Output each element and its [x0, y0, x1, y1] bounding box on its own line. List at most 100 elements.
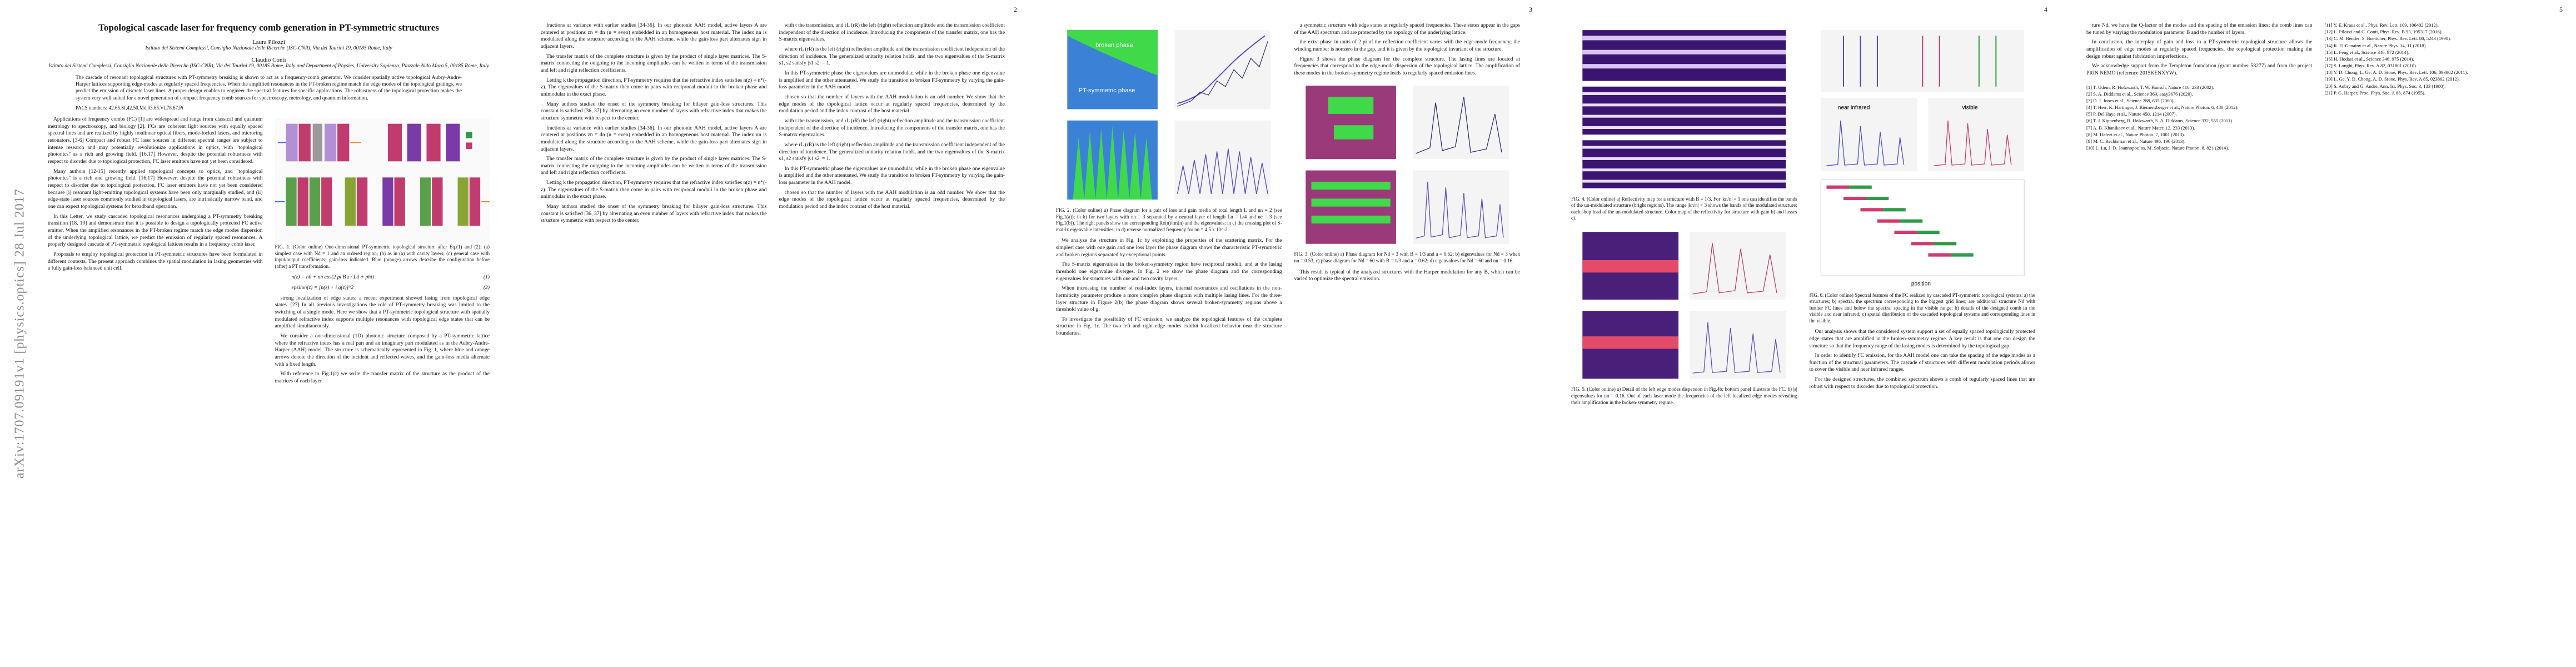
- paper-title: Topological cascade laser for frequency …: [98, 22, 439, 33]
- reference: [16] H. Hodaei et al., Science 346, 975 …: [2324, 56, 2414, 62]
- paragraph: The transfer matrix of the complete stru…: [541, 53, 767, 73]
- paragraph: We consider a one-dimensional (1D) photo…: [275, 333, 490, 367]
- figure-5-caption: FIG. 5. (Color online) a) Detail of the …: [1571, 386, 1797, 405]
- paragraph: Many authors [12-15] recently applied to…: [48, 168, 263, 210]
- paragraph: where rL (rR) is the left (right) reflec…: [779, 141, 1005, 162]
- reference: [2] S. A. Diddams et al., Science 369, e…: [2086, 91, 2193, 97]
- figure-5: [1571, 226, 1797, 385]
- fig6-near-infrared-label: near infrared: [1837, 104, 1870, 111]
- fig6-visible-label: visible: [1962, 104, 1978, 111]
- paragraph: Figure 3 shows the phase diagram for the…: [1294, 56, 1521, 76]
- reference: [6] T. J. Kippenberg, R. Holzwarth, S. A…: [2086, 118, 2234, 124]
- reference: [12] L. Pilozzi and C. Conti, Phys. Rev.…: [2324, 29, 2443, 35]
- arxiv-stamp: arXiv:1707.09191v1 [physics.optics] 28 J…: [12, 188, 27, 479]
- paragraph: In this PT-symmetric phase the eigenvalu…: [779, 165, 1005, 186]
- reference: [15] L. Feng et al., Science 346, 972 (2…: [2324, 49, 2410, 55]
- reference: [17] S. Longhi, Phys. Rev. A 82, 031801 …: [2324, 63, 2418, 69]
- abstract: The cascade of resonant topological stru…: [76, 74, 462, 101]
- figure-4-graphic: [1571, 24, 1797, 194]
- page-3: 3 PT-symmetric phase broken phase: [1030, 0, 1546, 667]
- fig6-panel-c: position: [1820, 179, 2025, 287]
- figure-2-caption: FIG. 2. (Color online) a) Phase diagram …: [1056, 207, 1282, 232]
- column-right: FIG. 1. (Color online) One-dimensional P…: [275, 116, 490, 387]
- column-right: [11] Y. E. Kraus et al., Phys. Rev. Lett…: [2325, 22, 2551, 152]
- fig5-panel-c: [1690, 311, 1786, 379]
- paragraph: fractions at variance with earlier studi…: [541, 125, 767, 152]
- reference: [14] R. El-Ganainy et al., Nature Phys. …: [2324, 42, 2427, 48]
- paragraph: We analyze the structure in Fig. 1c by e…: [1056, 237, 1282, 258]
- column-left: Applications of frequency combs (FC) [1]…: [48, 116, 263, 387]
- fig6-panel-b: near infrared visible: [1820, 98, 2024, 172]
- fig4-panel-a: [1582, 30, 1786, 81]
- equation-1: n(z) = n0 + nn cos(2 pi B z / Ld + phi)(…: [291, 274, 490, 281]
- figure-2: PT-symmetric phase broken phase: [1056, 24, 1282, 206]
- figure-5-graphic: [1571, 226, 1797, 385]
- paragraph: Our analysis shows that the considered s…: [1809, 328, 2036, 349]
- paragraph: Applications of frequency combs (FC) [1]…: [48, 116, 263, 165]
- paragraph: In this PT-symmetric phase the eigenvalu…: [779, 69, 1005, 91]
- paragraph: fractions at variance with earlier studi…: [541, 22, 767, 49]
- fig3-panel-b: [1412, 85, 1509, 159]
- fig2-panel-a-phase-diagram: PT-symmetric phase broken phase: [1067, 30, 1158, 109]
- figure-6-graphic: near infrared visible: [1809, 24, 2035, 290]
- paragraph: In this Letter, we study cascaded topolo…: [48, 213, 263, 248]
- figure-3-graphic: [1294, 79, 1520, 250]
- reference: [5] P. Del'Haye et al., Nature 450, 1214…: [2086, 111, 2177, 117]
- references-left: [1] T. Udem, R. Holzwarth, T. W. Hansch,…: [2086, 84, 2313, 152]
- fig2-panel-d-eigenvalues: [1174, 120, 1271, 200]
- page-number: 2: [1014, 6, 1017, 13]
- paragraph: We acknowledge support from the Templeto…: [2086, 63, 2313, 76]
- figure-1-caption: FIG. 1. (Color online) One-dimensional P…: [275, 244, 490, 269]
- column-right: a symmetric structure with edge states a…: [1294, 22, 1521, 340]
- reference: [18] Y. D. Chong, L. Ge, A. D. Stone, Ph…: [2324, 69, 2468, 76]
- reference: [9] M. C. Rechtsman et al., Nature 496, …: [2086, 138, 2186, 144]
- paragraph: Letting k the propagation direction, PT-…: [541, 180, 767, 200]
- paragraph: strong localization of edge states; a re…: [275, 295, 490, 330]
- paragraph: When increasing the number of real-index…: [1056, 285, 1282, 313]
- figure-3: [1294, 79, 1520, 250]
- paragraph: ture Nd, we have the Q-factor of the mod…: [2086, 22, 2313, 36]
- paragraph: the extra phase in units of 2 pi of the …: [1294, 39, 1521, 52]
- paragraph: with t the transmission, and rL (rR) the…: [779, 117, 1005, 138]
- paragraph: To investigate the possibility of FC emi…: [1056, 316, 1282, 337]
- pacs-numbers: PACS numbers: 42.65.Sf,42.50.Md,03.65.Vf…: [76, 105, 183, 111]
- paragraph: The S-matrix eigenvalues in the broken-s…: [1056, 261, 1282, 282]
- fig2-panel-b-eigenvalues: [1174, 30, 1271, 109]
- column-left: ture Nd, we have the Q-factor of the mod…: [2086, 22, 2313, 152]
- column-right: with t the transmission, and rL (rR) the…: [779, 22, 1005, 227]
- column-right: near infrared visible: [1809, 22, 2036, 410]
- paragraph: With reference to Fig.1(c) we write the …: [275, 371, 490, 384]
- fig2-panel-c-phase-diagram: [1067, 120, 1158, 200]
- paragraph: a symmetric structure with edge states a…: [1294, 22, 1521, 36]
- fig5-panel-a-bottom: [1690, 232, 1786, 300]
- figure-1: [275, 118, 490, 242]
- paragraph: For the designed structures, the combine…: [1809, 376, 2036, 390]
- paragraph: Letting k the propagation direction, PT-…: [541, 77, 767, 97]
- reference: [1] T. Udem, R. Holzwarth, T. W. Hansch,…: [2086, 84, 2214, 90]
- reference: [7] A. B. Khanikaev et al., Nature Mater…: [2086, 125, 2195, 131]
- column-left: PT-symmetric phase broken phase: [1056, 22, 1282, 340]
- fig6-position-label: position: [1911, 281, 1930, 287]
- paragraph: Many authors studied the onset of the sy…: [541, 203, 767, 224]
- fig3-panel-a: [1305, 85, 1396, 159]
- paragraph: Many authors studied the onset of the sy…: [541, 101, 767, 121]
- reference: [11] Y. E. Kraus et al., Phys. Rev. Lett…: [2324, 22, 2439, 28]
- paragraph: with t the transmission, and rL (rR) the…: [779, 22, 1005, 43]
- reference: [3] D. J. Jones et al., Science 288, 635…: [2086, 97, 2175, 103]
- fig4-panel-c: [1582, 140, 1786, 188]
- fig3-panel-c: [1305, 170, 1396, 244]
- fig4-panel-b: [1582, 86, 1786, 135]
- reference: [21] P. G. Harper, Proc. Phys. Soc. A 68…: [2324, 89, 2426, 96]
- fig5-panel-b: [1582, 311, 1679, 379]
- fig6-panel-a: [1820, 30, 2024, 92]
- affiliation-2: Istituto dei Sistemi Complessi, Consigli…: [48, 63, 489, 69]
- reference: [20] S. Aubry and G. Andre, Ann. Isr. Ph…: [2324, 83, 2446, 89]
- author-1: Laura Pilozzi: [252, 39, 285, 46]
- figure-6: near infrared visible: [1809, 24, 2036, 290]
- figure-6-caption: FIG. 6. (Color online) Spectral features…: [1809, 292, 2036, 323]
- paragraph: chosen so that the number of layers with…: [779, 189, 1005, 210]
- reference: [10] L. Lu, J. D. Joannopoulos, M. Solja…: [2086, 145, 2229, 151]
- equation-2: epsilon(z) = [n(z) + i g(z)]^2 (2): [291, 285, 490, 291]
- fig5-panel-a: [1582, 232, 1679, 300]
